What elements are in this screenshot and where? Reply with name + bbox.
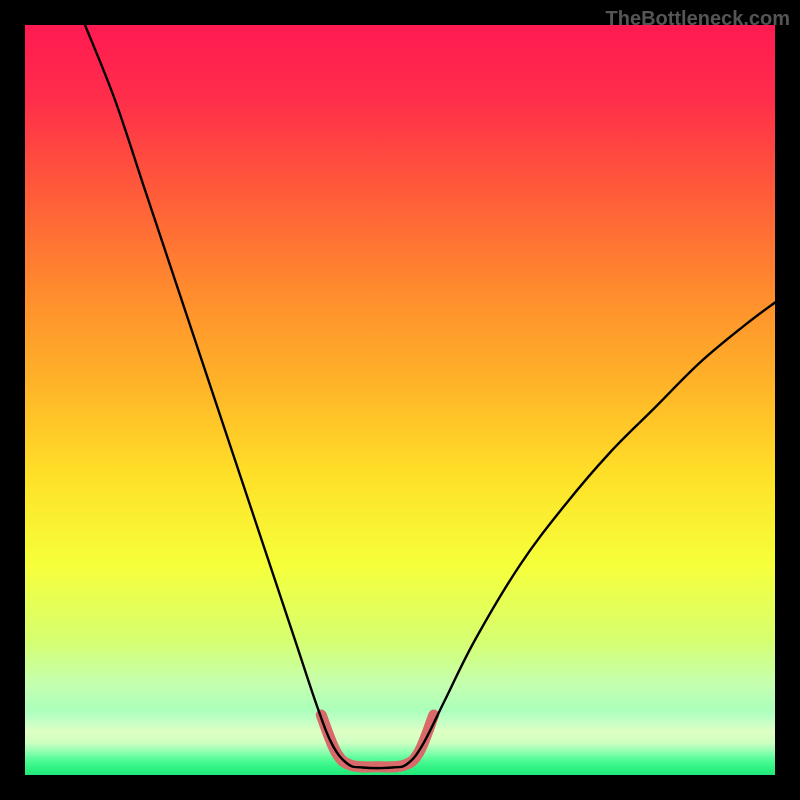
bottleneck-chart — [0, 0, 800, 800]
chart-container — [0, 0, 800, 800]
